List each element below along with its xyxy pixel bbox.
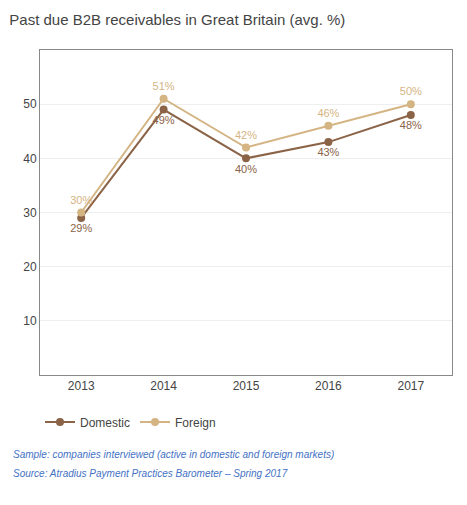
- svg-text:51%: 51%: [153, 80, 175, 92]
- svg-text:2016: 2016: [315, 379, 342, 393]
- svg-text:10: 10: [23, 314, 37, 328]
- svg-text:Domestic: Domestic: [80, 416, 130, 430]
- svg-text:49%: 49%: [153, 114, 175, 126]
- svg-text:40: 40: [23, 152, 37, 166]
- svg-text:40%: 40%: [235, 163, 257, 175]
- svg-text:42%: 42%: [235, 129, 257, 141]
- svg-text:Sample: companies interviewed: Sample: companies interviewed (active in…: [13, 449, 334, 460]
- svg-text:2015: 2015: [233, 379, 260, 393]
- svg-text:Source: Atradius Payment Pract: Source: Atradius Payment Practices Barom…: [13, 468, 288, 479]
- svg-text:50%: 50%: [400, 85, 422, 97]
- svg-text:48%: 48%: [400, 119, 422, 131]
- svg-text:2013: 2013: [68, 379, 95, 393]
- svg-text:50: 50: [23, 97, 37, 111]
- svg-text:30: 30: [23, 206, 37, 220]
- svg-text:46%: 46%: [317, 107, 339, 119]
- svg-text:29%: 29%: [70, 222, 92, 234]
- svg-text:2014: 2014: [150, 379, 177, 393]
- svg-text:2017: 2017: [397, 379, 424, 393]
- svg-text:Past due B2B receivables in Gr: Past due B2B receivables in Great Britai…: [9, 11, 345, 28]
- svg-text:Foreign: Foreign: [175, 416, 216, 430]
- svg-text:20: 20: [23, 260, 37, 274]
- svg-text:43%: 43%: [317, 146, 339, 158]
- svg-text:30%: 30%: [70, 194, 92, 206]
